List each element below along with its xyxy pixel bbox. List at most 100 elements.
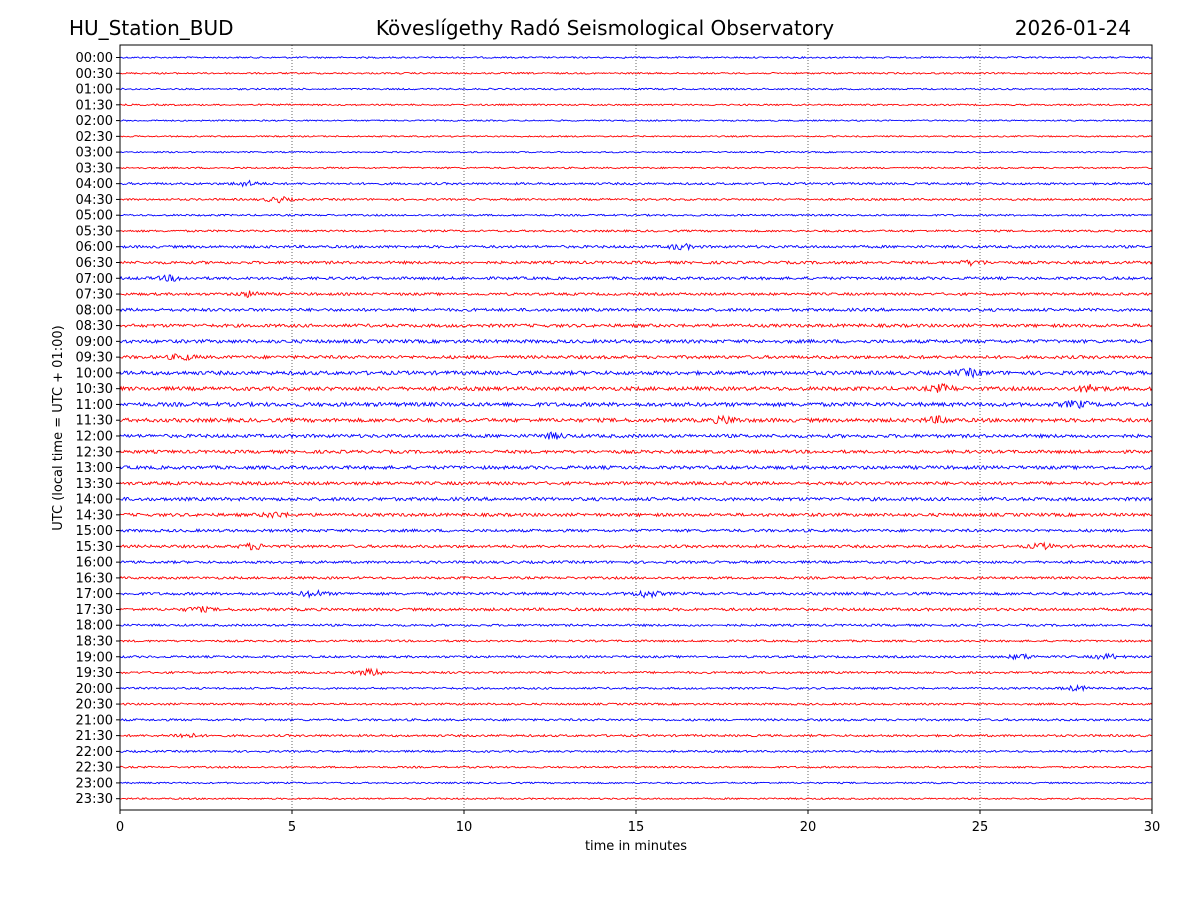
trace-0800 [119,307,1153,313]
trace-2030 [119,702,1153,706]
y-tick-label: 04:30 [76,193,113,208]
trace-2130 [119,732,1153,739]
y-tick-label: 02:00 [76,114,113,129]
trace-0330 [119,166,1153,170]
trace-1700 [119,589,1153,599]
trace-0230 [119,134,1153,138]
trace-2230 [119,765,1153,769]
trace-0100 [119,87,1153,91]
y-tick-label: 10:30 [76,382,113,397]
y-tick-label: 19:30 [76,666,113,681]
y-tick-label: 16:30 [76,571,113,586]
trace-1330 [119,480,1153,487]
y-tick-label: 16:00 [76,556,113,571]
trace-1230 [119,449,1153,455]
trace-1200 [119,431,1153,440]
trace-1400 [119,496,1153,502]
y-tick-label: 18:00 [76,619,113,634]
y-tick-label: 00:00 [76,51,113,66]
y-tick-label: 12:00 [76,429,113,444]
x-tick-label: 25 [972,820,989,835]
trace-0500 [119,213,1153,217]
trace-0530 [119,229,1153,233]
trace-1800 [119,623,1153,628]
y-tick-label: 13:00 [76,461,113,476]
x-axis-label: time in minutes [585,839,687,854]
chart-title: Köveslígethy Radó Seismological Observat… [375,16,835,40]
trace-1600 [119,559,1153,565]
trace-0130 [119,103,1153,107]
trace-2330 [119,797,1153,801]
trace-0430 [119,195,1153,204]
date-label: 2026-01-24 [1014,16,1131,40]
y-tick-label: 15:30 [76,540,113,555]
trace-1530 [119,541,1153,551]
y-tick-label: 03:00 [76,146,113,161]
trace-0630 [119,259,1153,267]
y-tick-label: 23:00 [76,776,113,791]
trace-1500 [119,528,1153,534]
y-tick-label: 21:30 [76,729,113,744]
y-tick-label: 15:00 [76,524,113,539]
trace-0900 [119,338,1153,345]
y-tick-label: 03:30 [76,161,113,176]
y-tick-label: 12:30 [76,445,113,460]
y-tick-label: 01:30 [76,98,113,113]
y-tick-label: 05:30 [76,224,113,239]
trace-2000 [119,683,1153,693]
y-tick-label: 07:30 [76,288,113,303]
trace-1300 [119,464,1153,471]
trace-0200 [119,119,1153,122]
y-tick-label: 17:00 [76,587,113,602]
trace-0300 [119,150,1153,154]
y-tick-label: 06:00 [76,240,113,255]
y-tick-label: 23:30 [76,792,113,807]
y-tick-label: 22:30 [76,761,113,776]
trace-2200 [119,749,1153,754]
y-tick-label: 22:00 [76,745,113,760]
y-tick-label: 05:00 [76,209,113,224]
trace-1030 [119,382,1153,393]
trace-0000 [119,55,1153,59]
y-tick-label: 21:00 [76,713,113,728]
y-tick-label: 14:30 [76,508,113,523]
seismogram-traces [119,55,1153,801]
y-tick-label: 07:00 [76,272,113,287]
y-axis-ticks: 00:0000:3001:0001:3002:0002:3003:0003:30… [76,51,120,807]
x-tick-label: 15 [628,820,645,835]
y-tick-label: 11:30 [76,414,113,429]
y-tick-label: 01:00 [76,83,113,98]
x-tick-label: 20 [800,820,817,835]
y-tick-label: 09:30 [76,351,113,366]
y-tick-label: 08:30 [76,319,113,334]
trace-0730 [119,290,1153,298]
y-tick-label: 02:30 [76,130,113,145]
y-tick-label: 11:00 [76,398,113,413]
trace-1130 [119,414,1153,425]
trace-0400 [119,179,1153,188]
y-tick-label: 20:00 [76,682,113,697]
trace-0830 [119,322,1153,329]
trace-2300 [119,781,1153,785]
trace-1730 [119,605,1153,613]
trace-1930 [119,667,1153,677]
x-tick-label: 0 [116,820,124,835]
y-tick-label: 09:00 [76,335,113,350]
trace-1430 [119,511,1153,520]
y-tick-label: 19:00 [76,650,113,665]
trace-0930 [119,353,1153,361]
x-axis-ticks: 0 5 10 15 20 25 30 [116,810,1160,835]
y-tick-label: 04:00 [76,177,113,192]
x-tick-label: 5 [288,820,296,835]
grid-lines [291,45,981,810]
y-tick-label: 08:00 [76,303,113,318]
y-tick-label: 20:30 [76,698,113,713]
trace-1100 [119,399,1153,410]
x-tick-label: 10 [456,820,473,835]
y-tick-label: 10:00 [76,366,113,381]
y-tick-label: 00:30 [76,67,113,82]
y-tick-label: 17:30 [76,603,113,618]
y-tick-label: 13:30 [76,477,113,492]
trace-1000 [119,367,1153,379]
